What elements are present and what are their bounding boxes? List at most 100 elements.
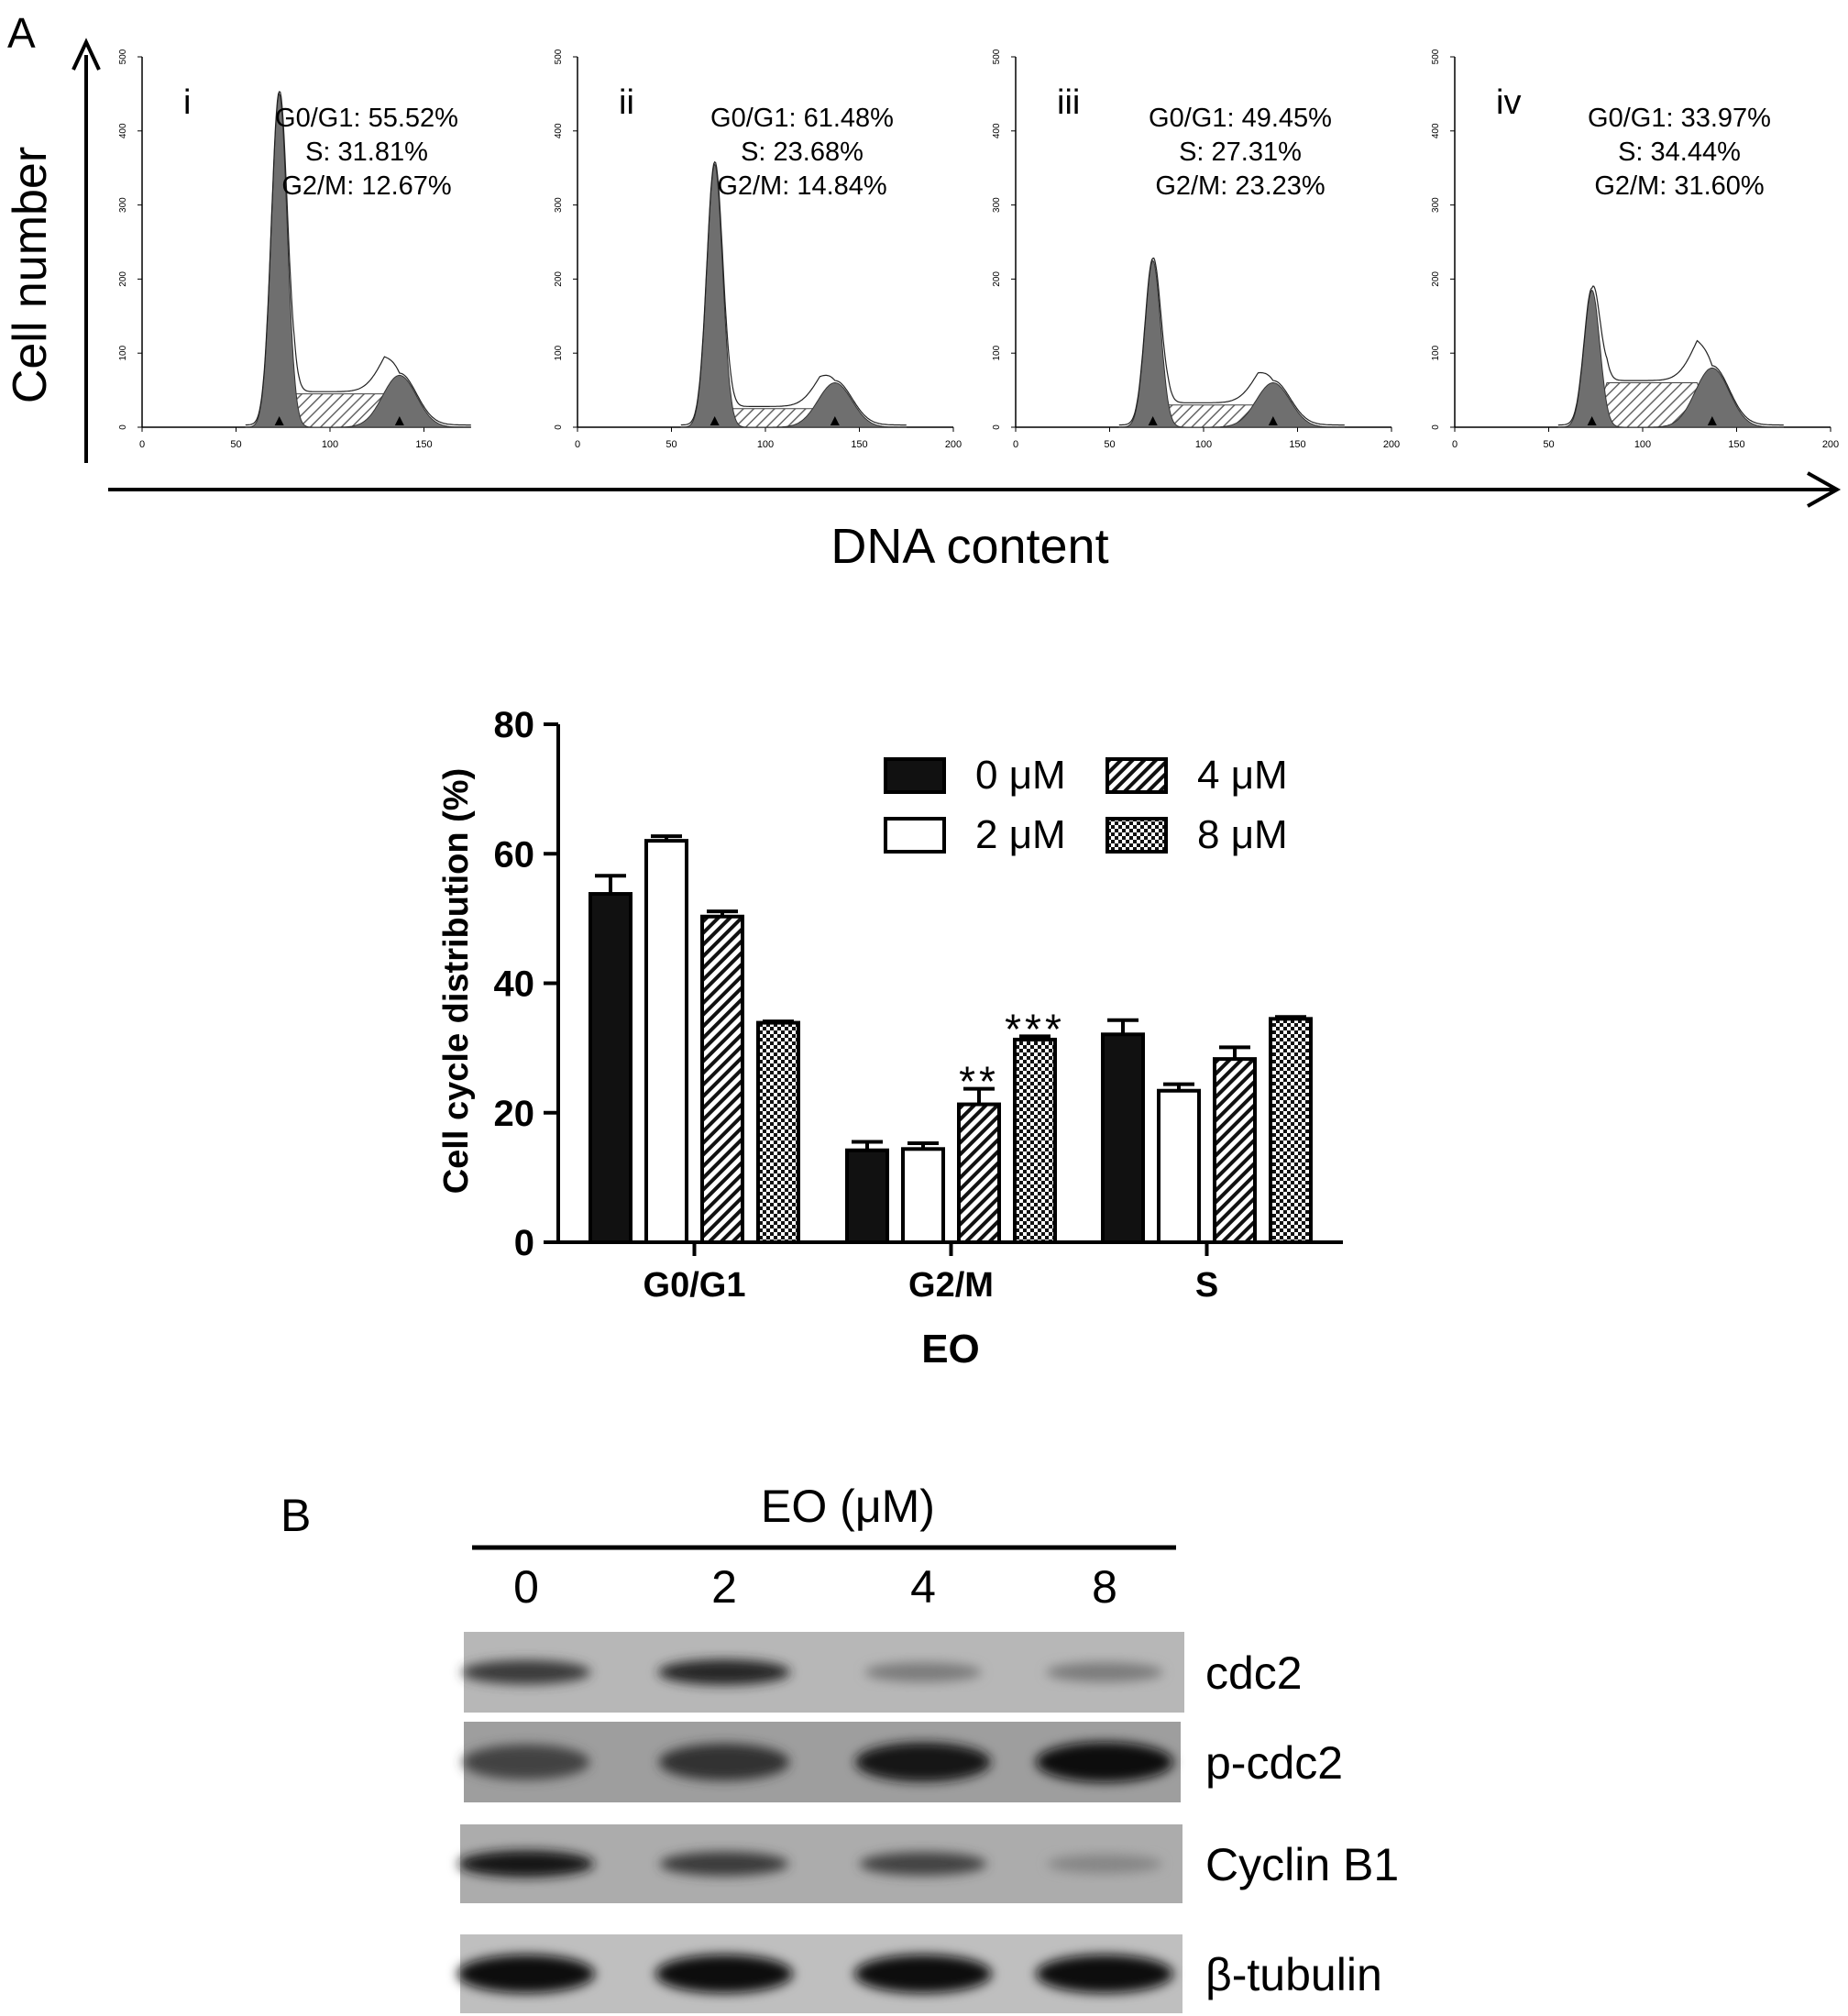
cell-number-label: Cell number <box>4 147 57 403</box>
flow-g0g1-percent: G0/G1: 55.52% <box>275 104 458 133</box>
flow-peak-marker <box>274 416 284 425</box>
flow-y-tick-label: 100 <box>118 345 128 360</box>
flow-total-trace <box>680 160 907 426</box>
flow-y-tick-label: 200 <box>118 271 128 287</box>
legend-label: 2 μM <box>975 812 1066 857</box>
flow-g0g1-peak <box>245 93 471 428</box>
legend-swatch <box>884 757 946 794</box>
blot-band <box>457 1955 595 1993</box>
flow-y-tick-label: 500 <box>118 49 128 64</box>
legend-label: 0 μM <box>975 753 1066 798</box>
bar-x-tick-label: G0/G1 <box>644 1266 746 1305</box>
flow-panel-roman: ii <box>619 83 634 122</box>
bar <box>901 1147 945 1245</box>
blot-band <box>854 1742 992 1782</box>
bar-legend: 0 μM 4 μM 2 μM 8 μM <box>884 753 1288 857</box>
flow-x-tick-label: 50 <box>666 439 676 450</box>
bar-y-tick-label: 0 <box>514 1223 534 1263</box>
bar <box>1013 1037 1057 1244</box>
flow-g0g1-percent: G0/G1: 61.48% <box>710 104 894 133</box>
flow-x-tick-label: 0 <box>575 439 580 450</box>
panel-b-label: B <box>280 1490 311 1541</box>
flow-y-tick-label: 400 <box>118 123 128 138</box>
flow-y-tick-label: 500 <box>1431 49 1441 64</box>
legend-item: 8 μM <box>1106 812 1288 857</box>
flow-peak-marker <box>1707 416 1717 425</box>
flow-y-tick-label: 200 <box>992 271 1002 287</box>
dna-content-arrowhead <box>1807 471 1842 508</box>
dna-content-label: DNA content <box>830 519 1108 574</box>
legend-item: 2 μM <box>884 812 1066 857</box>
bar-x-tick-label: S <box>1195 1266 1218 1305</box>
flow-x-tick-label: 100 <box>322 439 338 450</box>
flow-x-tick-label: 100 <box>757 439 774 450</box>
flow-y-tick-label: 400 <box>554 123 564 138</box>
western-lane-label: 0 <box>513 1561 539 1613</box>
legend-item: 4 μM <box>1106 753 1288 798</box>
flow-y-tick-label: 200 <box>1431 271 1441 287</box>
flow-y-tick-label: 100 <box>992 345 1002 360</box>
significance-annotation: ** <box>959 1058 999 1106</box>
flow-s-percent: S: 23.68% <box>741 138 864 167</box>
flow-panel-roman: iii <box>1057 83 1080 122</box>
western-lane-labels: 0 2 4 8 <box>513 1561 1117 1613</box>
flow-y-tick-label: 500 <box>554 49 564 64</box>
bar <box>1157 1088 1201 1245</box>
flow-x-tick-label: 100 <box>1195 439 1212 450</box>
blot-band <box>864 1662 982 1682</box>
western-row-2: p-cdc2 <box>462 1722 1343 1802</box>
bar <box>1101 1032 1145 1244</box>
bar <box>1213 1057 1257 1244</box>
flow-histogram-i: 0 100 200 300 400 500 0 50 100 150 i G0/G1: 55.52% S… <box>118 49 471 450</box>
flow-x-tick-label: 200 <box>1383 439 1400 450</box>
flow-y-tick-label: 500 <box>992 49 1002 64</box>
flow-histogram-iv: 0 100 200 300 400 500 0 50 100 150 200 iv G0/G1: 33.… <box>1431 49 1839 450</box>
western-lane-label: 2 <box>711 1561 737 1613</box>
flow-y-tick-label: 300 <box>554 197 564 213</box>
bar-y-tick-label: 40 <box>494 964 535 1005</box>
flow-y-tick-label: 0 <box>992 424 1002 430</box>
flow-g2m-percent: G2/M: 31.60% <box>1594 171 1764 201</box>
bar <box>644 839 688 1244</box>
flow-peak-marker <box>710 416 720 425</box>
flow-histogram-iii: 0 100 200 300 400 500 0 50 100 150 200 iii G0/G1: 49… <box>992 49 1400 450</box>
flow-g2m-percent: G2/M: 14.84% <box>717 171 886 201</box>
bar-y-axis-label: Cell cycle distribution (%) <box>437 768 476 1195</box>
legend-swatch <box>884 817 946 854</box>
flow-peak-marker <box>1268 416 1278 425</box>
bar-group-s <box>1101 1015 1313 1245</box>
flow-peak-marker <box>830 416 840 425</box>
flow-g0g1-percent: G0/G1: 33.97% <box>1588 104 1771 133</box>
flow-big-axes: Cell number DNA content <box>4 38 1842 574</box>
flow-y-tick-label: 100 <box>1431 345 1441 360</box>
flow-x-tick-label: 100 <box>1634 439 1651 450</box>
bar <box>588 892 632 1244</box>
flow-y-tick-label: 300 <box>118 197 128 213</box>
western-lane-label: 8 <box>1092 1561 1117 1613</box>
blot-band <box>461 1659 591 1685</box>
flow-x-tick-label: 50 <box>230 439 241 450</box>
blot-band <box>462 1744 590 1780</box>
western-row-label: cdc2 <box>1205 1647 1303 1699</box>
flow-x-tick-label: 200 <box>945 439 962 450</box>
western-row-4: β-tubulin <box>457 1934 1382 2013</box>
western-row-label: β-tubulin <box>1205 1949 1382 2000</box>
panel-a-label: A <box>7 9 36 57</box>
legend-label: 8 μM <box>1197 812 1288 857</box>
flow-y-tick-label: 0 <box>1431 424 1441 430</box>
flow-peak-marker <box>1148 416 1158 425</box>
blot-band <box>854 1955 992 1993</box>
flow-y-tick-label: 0 <box>554 424 564 430</box>
blot-band <box>1036 1955 1173 1993</box>
bar <box>957 1102 1001 1244</box>
bar-x-tick-label: G2/M <box>908 1266 994 1305</box>
legend-swatch <box>1106 757 1168 794</box>
bar-y-ticks: 0 20 40 60 80 <box>494 705 558 1263</box>
western-row-3: Cyclin B1 <box>457 1824 1399 1903</box>
flow-x-tick-label: 0 <box>1452 439 1458 450</box>
legend-swatch <box>1106 817 1168 854</box>
flow-x-tick-label: 150 <box>1289 439 1305 450</box>
bar-chart: 0 20 40 60 80 ***** G0/G1 G2/M S Cell cycle di… <box>437 705 1343 1372</box>
legend-label: 4 μM <box>1197 753 1288 798</box>
